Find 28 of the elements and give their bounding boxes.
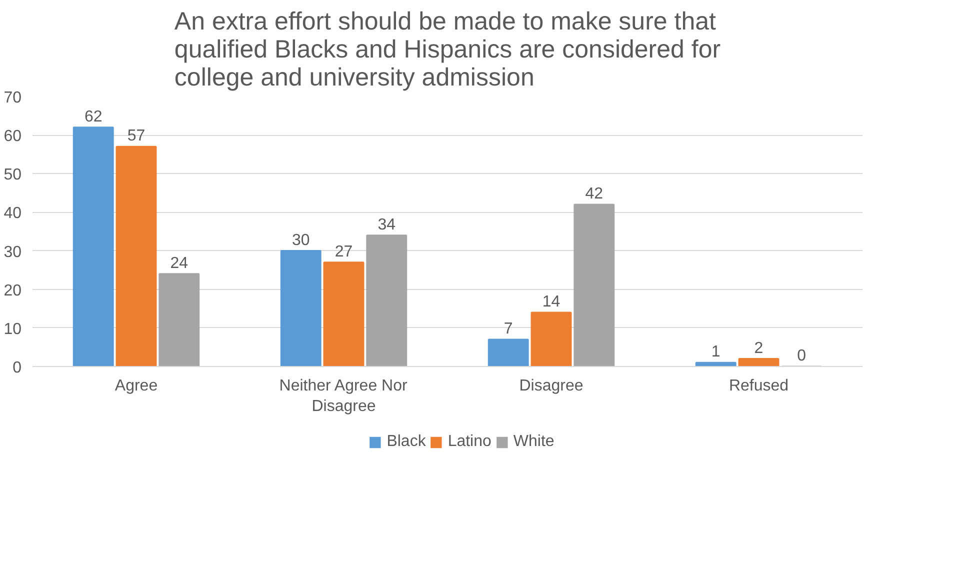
legend-label: White [513, 433, 554, 451]
data-label: 57 [127, 128, 146, 145]
data-label: 24 [170, 254, 188, 272]
data-label: 14 [542, 294, 560, 310]
y-tick-label: 50 [4, 166, 22, 184]
x-tick-label: Agree [114, 378, 158, 394]
data-label: 34 [378, 216, 396, 234]
chart-title: An extra effort should be made to make sure that qualified Blacks and Hispanics are considered for college and university admission [174, 8, 721, 92]
data-label: 1 [711, 344, 720, 361]
y-tick-label: 70 [4, 90, 22, 106]
data-label: 30 [292, 232, 310, 249]
data-label: 7 [504, 320, 513, 338]
x-tick-label: Refused [728, 378, 789, 394]
x-tick-label: Neither Agree Nor Disagree [279, 378, 408, 415]
y-tick-label: 40 [4, 205, 22, 222]
x-tick-label: Disagree [519, 378, 584, 394]
data-label: 42 [585, 186, 604, 202]
y-tick-label: 20 [4, 282, 22, 300]
legend-label: Latino [448, 433, 492, 451]
y-tick-label: 10 [4, 320, 22, 338]
data-label: 2 [754, 340, 764, 357]
y-tick-label: 60 [4, 128, 22, 146]
data-label: 27 [334, 243, 353, 260]
y-tick-label: 0 [12, 360, 22, 376]
y-tick-label: 30 [4, 244, 22, 261]
data-label: 0 [797, 348, 806, 364]
data-label: 62 [84, 108, 102, 126]
legend-label: Black [386, 433, 426, 451]
